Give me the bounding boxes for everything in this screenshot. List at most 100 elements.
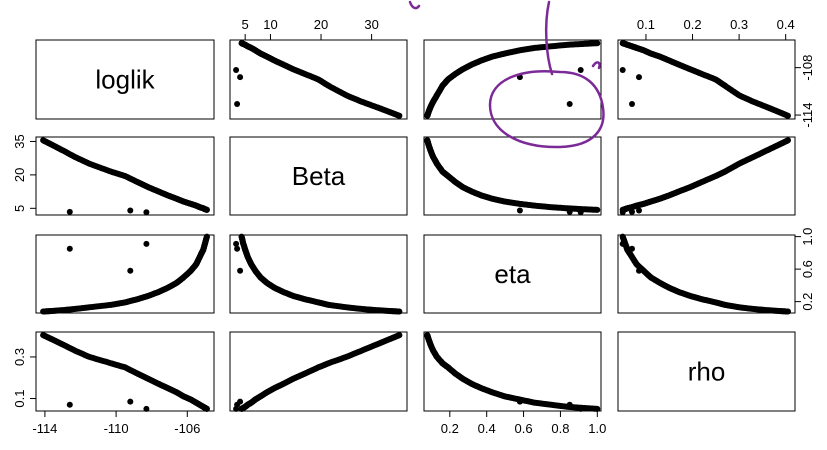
panel-border — [423, 39, 602, 120]
data-point — [619, 209, 626, 216]
data-point — [66, 208, 73, 215]
tick-label: 1.0 — [800, 228, 815, 246]
panel-eta-vs-eta: eta — [423, 234, 602, 314]
annotation-scribble-top — [408, 0, 421, 10]
tick-label: -114 — [32, 421, 57, 436]
tick-label: 5 — [12, 205, 27, 212]
tick-label: 0.3 — [730, 17, 748, 32]
tick-label: 35 — [12, 134, 27, 148]
data-point — [619, 240, 626, 247]
tick-label: 0.2 — [800, 293, 815, 311]
data-point — [566, 101, 573, 107]
panel-eta-vs-rho — [617, 233, 796, 315]
tick-label: 5 — [242, 17, 249, 32]
data-point — [424, 137, 431, 144]
panels: loglik Beta eta rho — [35, 39, 796, 412]
data-point — [396, 112, 403, 119]
panel-border — [35, 234, 215, 314]
data-point — [636, 74, 642, 81]
panel-border — [617, 136, 796, 216]
annotation-line — [544, 0, 554, 76]
data-point — [40, 137, 47, 144]
data-point — [516, 398, 523, 405]
data-point — [785, 308, 791, 315]
data-point — [636, 267, 642, 274]
panel-Beta-vs-rho — [617, 136, 796, 216]
data-point — [396, 308, 403, 315]
data-point — [237, 267, 244, 274]
panel-border — [423, 234, 602, 314]
data-point — [577, 67, 584, 73]
panel-rho-vs-rho: rho — [617, 331, 796, 412]
data-point — [127, 398, 134, 405]
panel-border — [229, 39, 408, 120]
data-point — [233, 240, 240, 247]
data-point — [234, 101, 241, 107]
panel-border — [229, 331, 408, 412]
data-point — [629, 245, 635, 252]
panel-rho-vs-loglik — [35, 331, 215, 412]
panel-rho-vs-Beta — [229, 331, 408, 412]
panel-border — [229, 234, 408, 314]
data-point — [516, 207, 523, 214]
data-point — [619, 67, 626, 73]
data-point — [143, 405, 150, 412]
data-point — [234, 401, 241, 408]
data-point — [396, 332, 403, 339]
data-point — [143, 240, 150, 247]
panel-loglik-vs-Beta — [229, 39, 408, 120]
panel-eta-vs-loglik — [35, 233, 215, 315]
panel-Beta-vs-Beta: Beta — [229, 136, 408, 216]
tick-label: 0.4 — [777, 17, 795, 32]
data-point — [566, 401, 573, 408]
panel-border — [617, 234, 796, 314]
data-point — [233, 67, 240, 73]
variable-label-Beta: Beta — [292, 161, 346, 191]
data-point — [785, 137, 791, 144]
tick-label: -106 — [174, 421, 200, 436]
tick-label: 10 — [263, 17, 277, 32]
annotation-ellipse — [488, 70, 605, 149]
data-point — [127, 267, 134, 274]
variable-label-eta: eta — [494, 259, 531, 289]
annotations — [408, 0, 605, 149]
panel-border — [229, 136, 408, 216]
data-point — [237, 74, 244, 81]
panel-loglik-vs-rho — [617, 39, 796, 120]
tick-label: 0.1 — [12, 389, 27, 407]
panel-loglik-vs-loglik: loglik — [35, 39, 215, 120]
tick-label: 20 — [314, 17, 328, 32]
panel-Beta-vs-eta — [423, 136, 602, 216]
data-point — [577, 209, 584, 216]
data-point — [127, 207, 134, 214]
tick-label: 0.2 — [683, 17, 701, 32]
data-point — [629, 101, 635, 107]
tick-label: 20 — [12, 168, 27, 182]
tick-label: 0.4 — [478, 421, 496, 436]
tick-label: -110 — [104, 421, 129, 436]
panel-Beta-vs-loglik — [35, 136, 215, 216]
data-point — [424, 112, 431, 119]
data-point — [143, 209, 150, 216]
axes: -114 -110 -106 0.2 0.4 0.6 0.8 1.0 5 10 20 30 0.1 0.2… — [12, 17, 815, 436]
panel-border — [617, 331, 796, 412]
data-point — [66, 401, 73, 408]
data-point — [424, 332, 431, 339]
tick-label: -114 — [800, 103, 815, 128]
data-point — [577, 405, 584, 412]
variable-label-loglik: loglik — [95, 65, 155, 95]
data-point — [66, 245, 73, 252]
tick-label: 1.0 — [588, 421, 606, 436]
data-point — [40, 308, 47, 315]
panel-border — [35, 136, 215, 216]
variable-label-rho: rho — [688, 357, 726, 387]
annotation-hook — [591, 61, 601, 70]
tick-label: -108 — [800, 55, 815, 81]
data-point — [636, 207, 642, 214]
tick-label: 0.1 — [637, 17, 655, 32]
tick-label: 30 — [364, 17, 378, 32]
panel-loglik-vs-eta — [423, 39, 602, 120]
data-point — [40, 332, 47, 339]
panel-border — [35, 331, 215, 412]
